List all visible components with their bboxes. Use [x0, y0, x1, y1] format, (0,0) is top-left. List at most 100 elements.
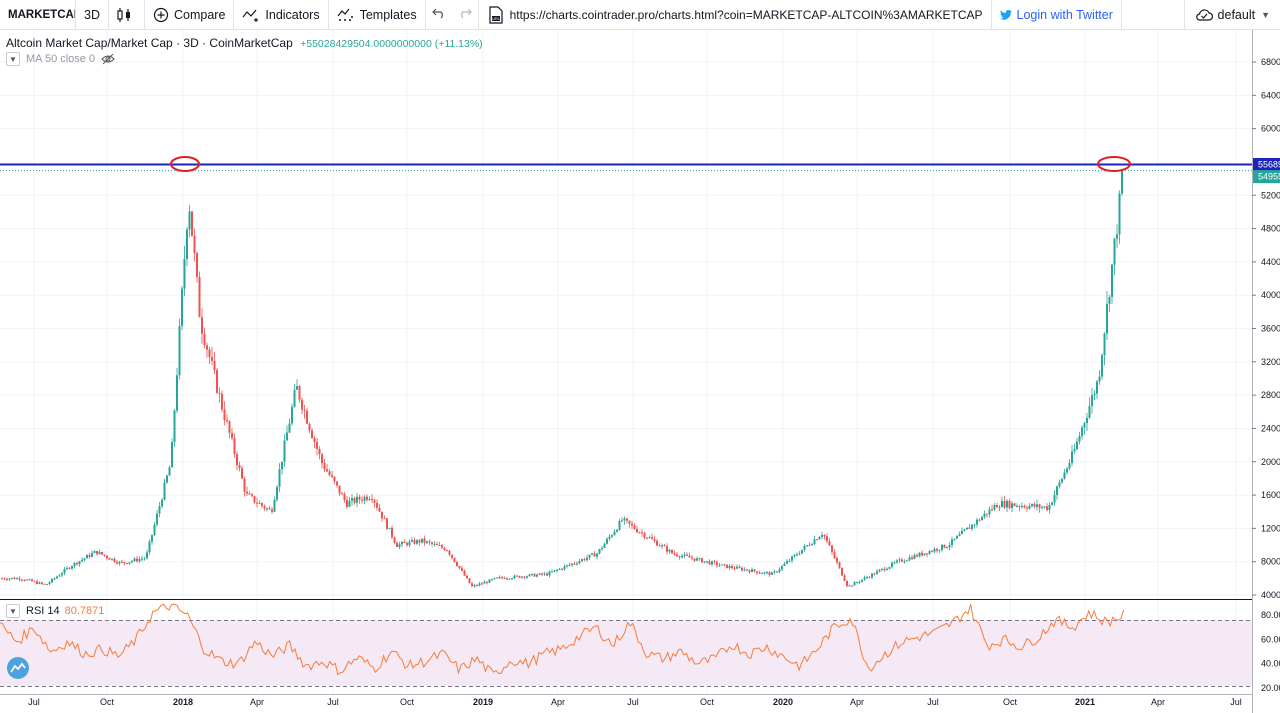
candle-body — [688, 555, 691, 558]
candle-body — [868, 577, 871, 579]
candle-body — [206, 345, 208, 350]
chevron-down-icon: ▼ — [1261, 9, 1270, 20]
candle-body — [183, 259, 186, 289]
candle-body — [221, 393, 223, 410]
candle-body — [416, 540, 418, 544]
candle-body — [298, 386, 301, 400]
annotation-ellipse-2018-top[interactable] — [170, 156, 200, 172]
candle-body — [608, 536, 611, 539]
candle-body — [563, 566, 566, 570]
url-button[interactable]: URL https://charts.cointrader.pro/charts… — [479, 0, 992, 30]
candle-body — [96, 550, 98, 555]
candle-body — [91, 553, 93, 557]
candle-body — [823, 534, 826, 537]
candle-body — [56, 576, 58, 579]
candle-body — [583, 559, 586, 561]
time-tick-label: Apr — [551, 697, 565, 707]
time-tick-label: 2018 — [173, 697, 193, 707]
candle-body — [801, 549, 803, 554]
candle-body — [988, 509, 991, 515]
candle-body — [1001, 501, 1003, 508]
candle-body — [848, 585, 851, 587]
candle-body — [443, 547, 446, 551]
candle-body — [58, 575, 61, 577]
candle-body — [173, 410, 176, 443]
candle-body — [1011, 503, 1013, 509]
layout-button[interactable]: default ▼ — [1183, 0, 1280, 30]
candle-body — [156, 513, 158, 525]
candle-body — [8, 578, 11, 580]
price-tick-label: 52000000000 — [1261, 190, 1280, 200]
candle-body — [381, 511, 383, 519]
candle-body — [1061, 478, 1063, 483]
chevron-down-icon[interactable]: ▼ — [6, 604, 20, 618]
candle-body — [516, 575, 518, 577]
redo-button[interactable] — [452, 0, 479, 30]
candle-body — [283, 440, 286, 462]
candle-body — [938, 549, 941, 551]
candle-body — [771, 572, 773, 575]
candle-body — [216, 370, 218, 393]
candle-body — [773, 571, 776, 573]
candle-body — [498, 577, 501, 579]
candle-body — [146, 552, 148, 559]
candle-body — [451, 554, 453, 558]
candle-body — [291, 406, 293, 424]
candle-body — [958, 534, 961, 536]
candle-body — [756, 571, 758, 573]
candle-body — [311, 430, 313, 439]
interval-button[interactable]: 3D — [76, 0, 109, 30]
top-toolbar: MARKETCAF 3D Compare Indicators Template… — [0, 0, 1280, 30]
time-axis[interactable]: Jul Oct 2018 Apr Jul Oct 2019 Apr Jul Oct 2020 Apr J… — [28, 697, 1242, 707]
indicators-button[interactable]: Indicators — [234, 0, 329, 30]
brand-logo-icon[interactable] — [7, 657, 29, 679]
candle-body — [603, 543, 606, 548]
login-twitter-button[interactable]: Login with Twitter — [992, 0, 1122, 30]
candle-body — [661, 545, 663, 547]
rsi-axis[interactable]: 80.00 60.00 40.00 20.00 — [1261, 610, 1280, 693]
chart-legend: Altcoin Market Cap/Market Cap · 3D · Coi… — [6, 36, 483, 50]
candle-body — [808, 545, 811, 547]
price-axis[interactable]: 68000000000 64000000000 60000000000 5200000… — [1252, 57, 1280, 600]
time-tick-label: 2019 — [473, 697, 493, 707]
chart-type-button[interactable] — [109, 0, 145, 30]
candle-body — [851, 585, 853, 587]
candle-body — [631, 523, 633, 526]
candle-body — [971, 524, 973, 529]
candle-body — [876, 571, 878, 575]
chevron-down-icon[interactable]: ▼ — [6, 52, 20, 66]
candle-body — [163, 482, 166, 500]
candle-body — [1098, 376, 1101, 382]
candle-body — [703, 561, 706, 563]
candle-body — [1081, 427, 1083, 436]
templates-button[interactable]: Templates — [329, 0, 426, 30]
compare-button[interactable]: Compare — [145, 0, 235, 30]
candle-body — [553, 570, 556, 572]
candle-body — [428, 541, 431, 543]
candle-body — [973, 524, 976, 526]
candle-body — [398, 544, 401, 548]
candle-body — [141, 558, 143, 560]
candle-body — [143, 558, 146, 560]
candle-body — [336, 481, 338, 486]
candle-body — [468, 578, 471, 584]
eye-hidden-icon[interactable] — [101, 53, 115, 65]
annotation-ellipse-2021-top[interactable] — [1097, 156, 1131, 172]
candle-body — [263, 505, 266, 509]
candle-body — [576, 563, 578, 565]
symbol-search-button[interactable]: MARKETCAF — [0, 0, 76, 30]
candle-body — [741, 567, 743, 571]
compare-label: Compare — [173, 7, 226, 22]
candle-body — [976, 519, 978, 525]
candle-body — [1116, 234, 1118, 239]
candle-body — [526, 576, 528, 578]
candle-body — [638, 532, 641, 534]
undo-button[interactable] — [426, 0, 452, 30]
candle-body — [478, 583, 481, 586]
candle-body — [158, 506, 161, 514]
candle-body — [701, 558, 703, 563]
price-tick-label: 64000000000 — [1261, 90, 1280, 100]
candle-body — [328, 471, 331, 476]
candle-body — [231, 432, 233, 438]
